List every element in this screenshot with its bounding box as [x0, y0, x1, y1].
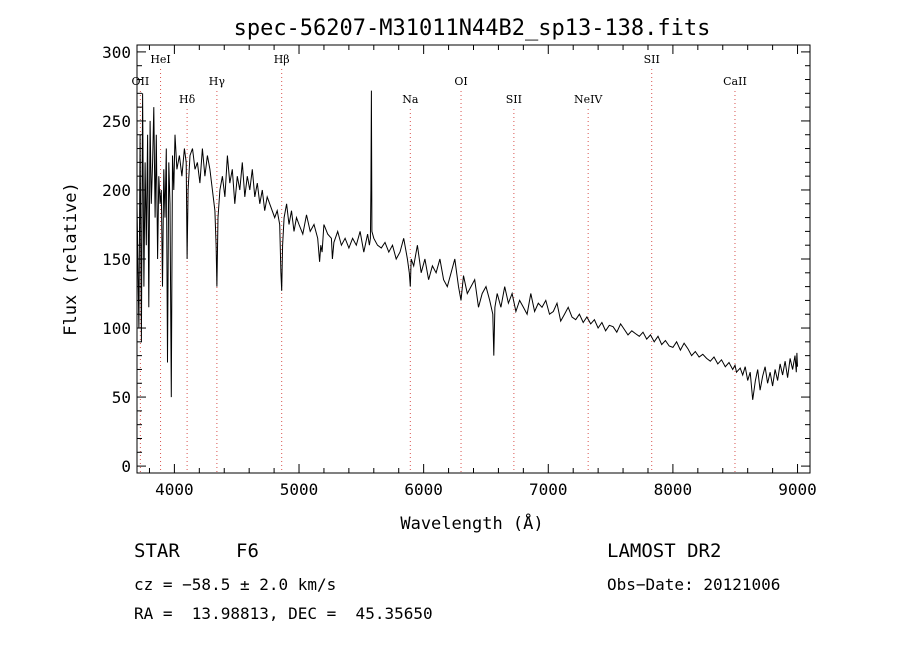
line-label: Hδ — [179, 93, 196, 106]
y-tick-label: 200 — [102, 181, 131, 200]
object-class: F6 — [236, 540, 259, 562]
line-label: Hγ — [209, 75, 226, 88]
x-tick-label: 8000 — [654, 480, 693, 499]
y-tick-label: 300 — [102, 43, 131, 62]
line-label: NeIV — [574, 93, 603, 106]
line-label: Hβ — [274, 53, 290, 66]
plot-frame — [136, 44, 811, 474]
line-label: SII — [644, 53, 660, 66]
y-tick-label: 250 — [102, 112, 131, 131]
line-label: OI — [454, 75, 467, 88]
observation-date: Obs−Date: 20121006 — [607, 575, 781, 594]
y-axis-label: Flux (relative) — [61, 182, 81, 336]
x-axis-label: Wavelength (Å) — [400, 512, 543, 534]
y-tick-label: 50 — [112, 388, 131, 407]
redshift-velocity: cz = −58.5 ± 2.0 km/s — [134, 575, 337, 594]
y-tick-label: 100 — [102, 319, 131, 338]
x-tick-label: 4000 — [155, 480, 194, 499]
ra-dec-coordinates: RA = 13.98813, DEC = 45.35650 — [134, 604, 433, 623]
chart-title: spec-56207-M31011N44B2_sp13-138.fits — [234, 16, 711, 41]
line-label: HeI — [150, 53, 170, 66]
y-tick-label: 0 — [121, 457, 131, 476]
object-type: STAR — [134, 540, 180, 562]
y-tick-label: 150 — [102, 250, 131, 269]
x-tick-label: 5000 — [280, 480, 319, 499]
spectrum-line-group — [136, 90, 798, 400]
line-label: OII — [132, 75, 150, 88]
line-label: CaII — [723, 75, 747, 88]
x-tick-label: 9000 — [778, 480, 817, 499]
axes: 4000 5000 6000 7000 8000 9000 0 50 100 150 200 250 3… — [102, 43, 817, 499]
survey-name: LAMOST DR2 — [607, 540, 722, 562]
spectrum-line — [136, 90, 798, 400]
line-label: Na — [402, 93, 419, 106]
line-label: SII — [506, 93, 522, 106]
x-tick-label: 7000 — [529, 480, 568, 499]
x-tick-label: 6000 — [404, 480, 443, 499]
